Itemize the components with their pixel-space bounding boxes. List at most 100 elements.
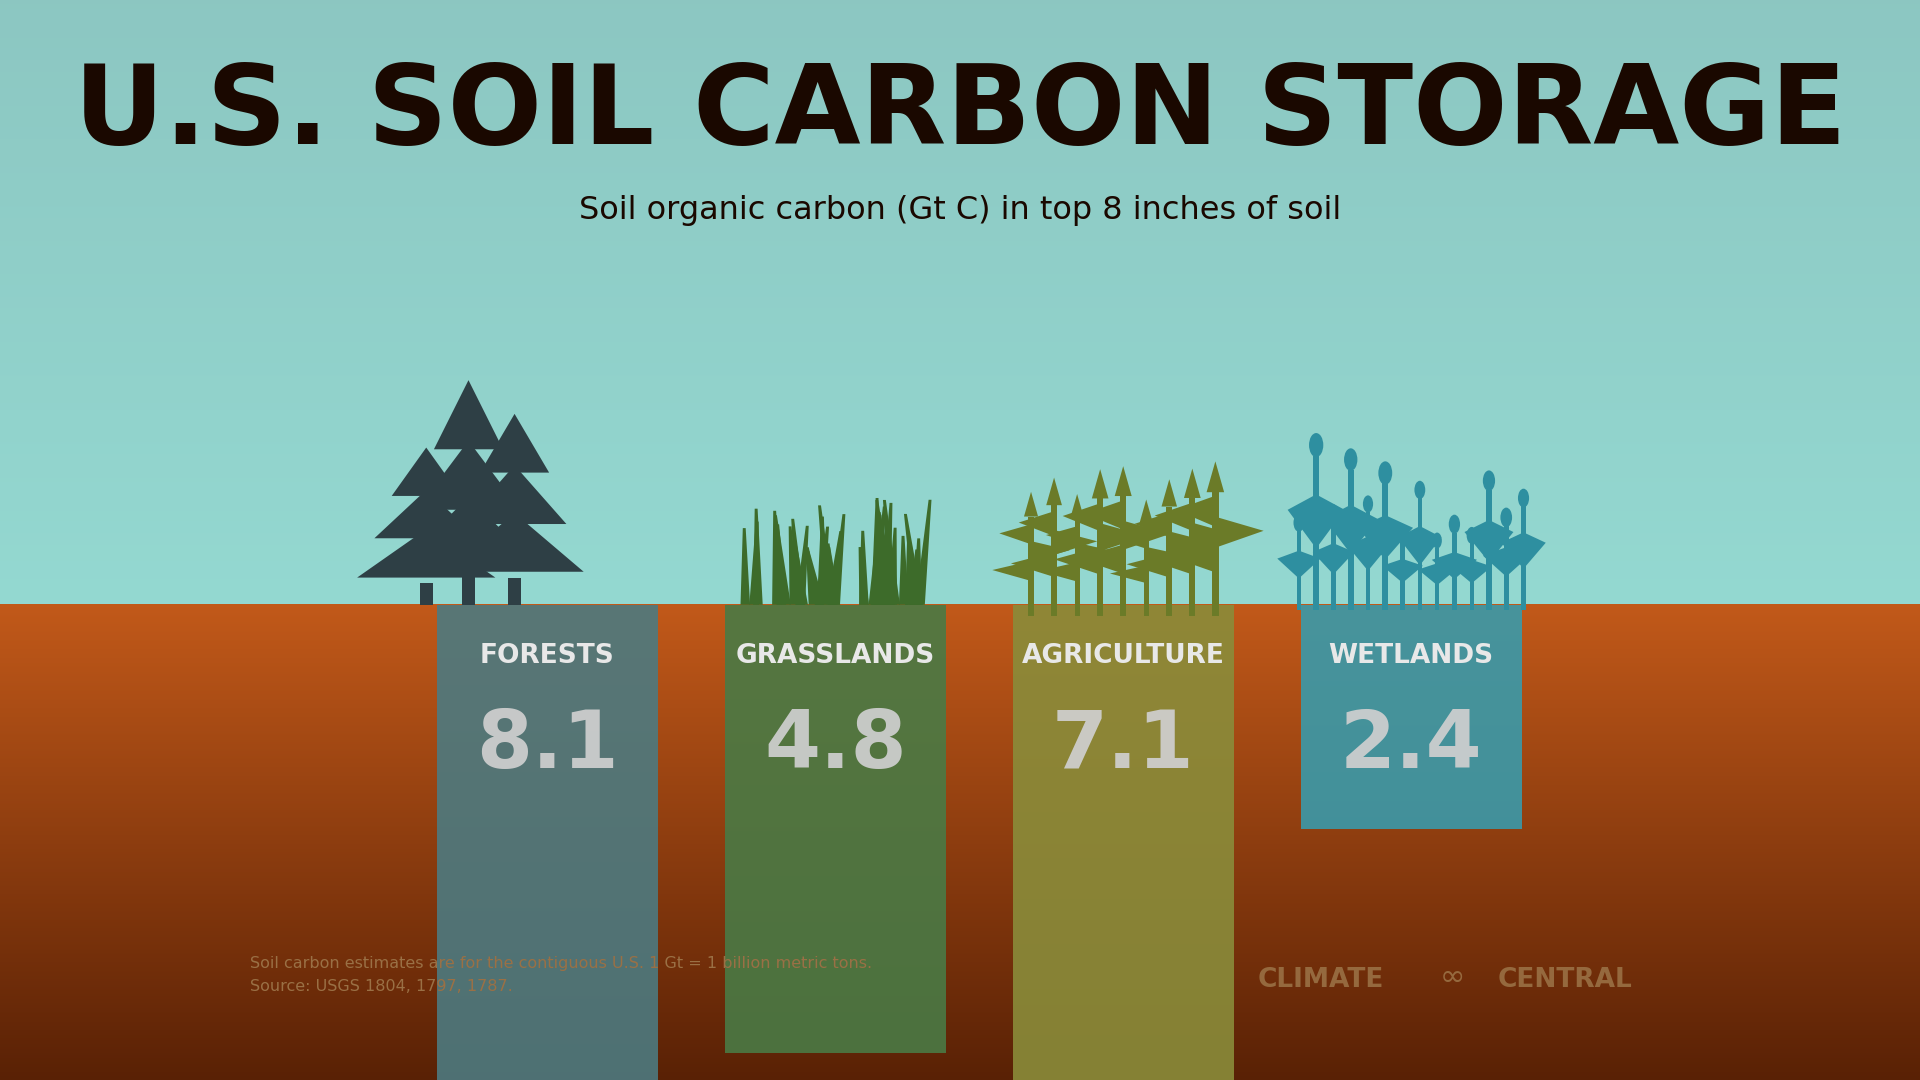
Polygon shape: [881, 503, 893, 605]
Bar: [724, 605, 945, 1053]
Polygon shape: [1471, 559, 1492, 583]
Bar: [1486, 490, 1492, 610]
Bar: [1313, 456, 1319, 610]
Polygon shape: [899, 536, 908, 605]
Bar: [461, 572, 476, 605]
Polygon shape: [1313, 543, 1332, 575]
Polygon shape: [1398, 526, 1419, 565]
Bar: [1469, 543, 1475, 610]
Text: Soil organic carbon (Gt C) in top 8 inches of soil: Soil organic carbon (Gt C) in top 8 inch…: [578, 195, 1342, 226]
Polygon shape: [1020, 511, 1054, 536]
Text: Soil carbon estimates are for the contiguous U.S. 1 Gt = 1 billion metric tons.
: Soil carbon estimates are for the contig…: [250, 956, 872, 995]
Bar: [1050, 505, 1058, 616]
Polygon shape: [828, 546, 841, 605]
Bar: [419, 583, 432, 605]
Polygon shape: [1012, 552, 1054, 577]
Polygon shape: [806, 551, 824, 605]
Polygon shape: [993, 561, 1031, 581]
Polygon shape: [434, 380, 503, 449]
Polygon shape: [789, 526, 799, 605]
Polygon shape: [883, 500, 900, 605]
Polygon shape: [1092, 469, 1108, 499]
Polygon shape: [826, 531, 843, 605]
Polygon shape: [1298, 551, 1321, 579]
Bar: [1144, 523, 1148, 616]
Bar: [1302, 605, 1521, 828]
Polygon shape: [753, 509, 762, 605]
Polygon shape: [1169, 531, 1212, 555]
Text: FORESTS: FORESTS: [480, 643, 614, 669]
Polygon shape: [1054, 530, 1096, 555]
Bar: [1096, 499, 1104, 616]
Polygon shape: [1123, 521, 1169, 550]
Bar: [1382, 484, 1388, 610]
Polygon shape: [1455, 552, 1476, 579]
Polygon shape: [872, 507, 885, 605]
Bar: [1331, 521, 1336, 610]
Ellipse shape: [1379, 461, 1392, 485]
Polygon shape: [1054, 546, 1100, 575]
Text: CENTRAL: CENTRAL: [1498, 967, 1632, 993]
Polygon shape: [1110, 566, 1146, 583]
Polygon shape: [774, 515, 791, 605]
Polygon shape: [1039, 563, 1077, 581]
Polygon shape: [1077, 543, 1116, 562]
Polygon shape: [858, 530, 868, 605]
Polygon shape: [1490, 519, 1513, 562]
Polygon shape: [392, 447, 461, 496]
Polygon shape: [1501, 532, 1524, 569]
Polygon shape: [1077, 544, 1123, 573]
Polygon shape: [1146, 546, 1192, 575]
Polygon shape: [1505, 548, 1530, 577]
Bar: [1029, 516, 1033, 616]
Polygon shape: [1432, 552, 1455, 579]
Text: WETLANDS: WETLANDS: [1329, 643, 1494, 669]
Text: GRASSLANDS: GRASSLANDS: [735, 643, 935, 669]
Polygon shape: [1100, 523, 1146, 551]
Polygon shape: [1046, 477, 1062, 505]
Text: AGRICULTURE: AGRICULTURE: [1021, 643, 1225, 669]
Polygon shape: [1325, 504, 1352, 554]
Text: 2.4: 2.4: [1340, 707, 1482, 785]
Polygon shape: [1288, 495, 1317, 549]
Polygon shape: [793, 535, 808, 605]
Polygon shape: [904, 539, 914, 605]
Polygon shape: [1046, 526, 1077, 545]
Bar: [1188, 498, 1196, 616]
Polygon shape: [870, 528, 889, 605]
Polygon shape: [1185, 469, 1200, 498]
Bar: [1417, 498, 1423, 610]
Polygon shape: [1382, 559, 1402, 583]
Polygon shape: [1031, 541, 1069, 562]
Polygon shape: [1162, 480, 1177, 507]
Bar: [1348, 470, 1354, 610]
Bar: [1075, 518, 1079, 616]
Polygon shape: [445, 513, 584, 571]
Polygon shape: [1154, 502, 1192, 531]
Bar: [1452, 532, 1457, 610]
Ellipse shape: [1519, 488, 1528, 508]
Polygon shape: [1117, 531, 1146, 549]
Polygon shape: [1215, 516, 1263, 548]
Polygon shape: [1277, 551, 1298, 579]
Text: 4.8: 4.8: [764, 707, 906, 785]
Polygon shape: [908, 550, 918, 605]
Polygon shape: [1116, 467, 1131, 496]
Polygon shape: [463, 465, 566, 524]
Polygon shape: [872, 498, 881, 605]
Polygon shape: [1367, 537, 1388, 570]
Polygon shape: [904, 514, 924, 605]
Polygon shape: [772, 511, 781, 605]
Polygon shape: [1452, 559, 1471, 583]
Polygon shape: [829, 514, 845, 605]
Polygon shape: [877, 512, 895, 605]
Polygon shape: [749, 522, 758, 605]
Polygon shape: [868, 523, 881, 605]
Polygon shape: [814, 527, 829, 605]
Polygon shape: [1192, 523, 1238, 551]
Polygon shape: [818, 505, 835, 605]
Bar: [436, 605, 657, 1080]
Text: 7.1: 7.1: [1052, 707, 1194, 785]
Polygon shape: [399, 497, 538, 566]
Polygon shape: [741, 528, 751, 605]
